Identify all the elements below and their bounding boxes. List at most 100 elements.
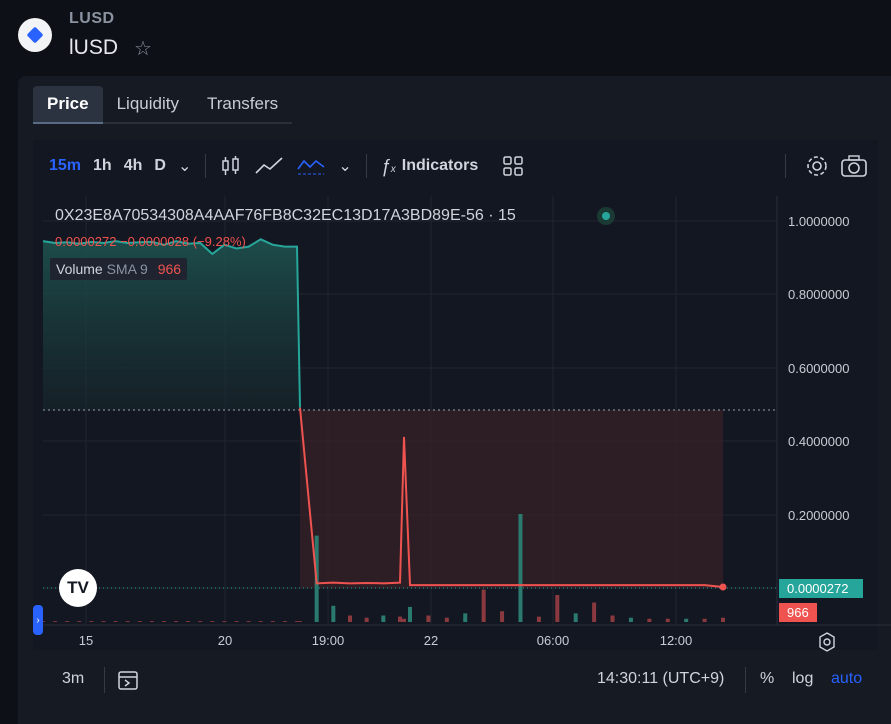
volume-bar xyxy=(295,621,299,622)
candles-icon[interactable] xyxy=(220,155,242,177)
x-tick-label: 22 xyxy=(424,633,438,648)
range-button[interactable]: 3m xyxy=(62,670,85,687)
volume-bar xyxy=(702,618,707,622)
tradingview-logo[interactable]: TV xyxy=(59,569,97,607)
percent-toggle[interactable]: % xyxy=(760,670,775,687)
volume-bar xyxy=(137,621,142,622)
token-symbol: LUSD xyxy=(69,10,115,27)
volume-bar xyxy=(270,621,275,622)
tab-price[interactable]: Price xyxy=(33,86,103,124)
indicators-button[interactable]: Indicators xyxy=(401,157,479,174)
volume-bar xyxy=(234,621,239,622)
auto-toggle[interactable]: auto xyxy=(831,670,863,687)
token-name: lUSD xyxy=(69,36,119,59)
y-tick-label: 0.6000000 xyxy=(788,361,849,376)
y-tick-label: 0.8000000 xyxy=(788,287,849,302)
volume-bar xyxy=(408,606,412,622)
price-change-legend: 0.0000272 −0.0000028 (−9.28%) xyxy=(55,234,246,249)
pair-legend: 0X23E8A70534308A4AAF76FB8C32EC13D17A3BD8… xyxy=(55,207,516,224)
volume-bar xyxy=(555,595,560,622)
volume-tag: 966 xyxy=(779,603,817,622)
x-tick-label: 20 xyxy=(218,633,232,648)
camera-icon[interactable] xyxy=(840,154,868,178)
area-chart-icon[interactable] xyxy=(296,155,326,177)
price-line-up xyxy=(42,238,301,408)
tab-liquidity[interactable]: Liquidity xyxy=(116,94,179,113)
area-fill-down xyxy=(300,410,723,588)
timeframe-d[interactable]: D xyxy=(154,157,166,174)
expand-panel-handle[interactable]: › xyxy=(33,605,43,635)
y-tick-label: 0.4000000 xyxy=(788,434,849,449)
chart-toolbar: 15m 1h 4h D ⌄ ⌄ ƒx Indicators xyxy=(33,148,878,184)
volume-bar xyxy=(298,621,302,622)
volume-bar xyxy=(402,618,406,622)
volume-legend[interactable]: Volume SMA 9 966 xyxy=(50,258,188,280)
timeframe-15m[interactable]: 15m xyxy=(49,157,82,174)
divider xyxy=(205,154,207,178)
volume-bar xyxy=(186,621,191,622)
token-logo xyxy=(18,18,52,52)
star-icon[interactable]: ☆ xyxy=(134,38,152,60)
volume-bar xyxy=(161,621,166,622)
volume-value: 966 xyxy=(157,261,182,277)
volume-bar xyxy=(149,621,154,622)
volume-bar xyxy=(628,617,633,622)
volume-bar xyxy=(647,618,652,622)
function-icon[interactable]: ƒx xyxy=(380,155,396,176)
volume-bar xyxy=(53,621,58,622)
settings-icon[interactable] xyxy=(817,632,837,652)
clock-timezone[interactable]: 14:30:11 (UTC+9) xyxy=(597,670,725,687)
volume-bar xyxy=(665,618,670,622)
volume-bar xyxy=(500,611,505,622)
y-axis-ticks: 1.0000000 0.8000000 0.6000000 0.4000000 0.20… xyxy=(788,214,849,523)
volume-bar xyxy=(65,621,70,622)
volume-bar xyxy=(113,621,118,622)
volume-bar xyxy=(721,617,725,622)
last-price-dot xyxy=(719,583,727,591)
volume-bar xyxy=(481,589,486,622)
log-toggle[interactable]: log xyxy=(792,670,814,687)
y-tick-label: 1.0000000 xyxy=(788,214,849,229)
x-tick-label: 06:00 xyxy=(537,633,570,648)
volume-bar xyxy=(444,617,449,622)
volume-bar xyxy=(463,613,468,622)
status-dot-icon xyxy=(597,207,615,225)
timeframe-1h[interactable]: 1h xyxy=(93,157,112,174)
divider xyxy=(365,154,367,178)
volume-bar xyxy=(348,615,352,622)
volume-bar xyxy=(536,616,541,622)
volume-bar xyxy=(573,613,578,622)
layout-grid-icon[interactable] xyxy=(502,155,524,177)
volume-bar xyxy=(381,615,386,622)
tab-bar: Price Liquidity Transfers xyxy=(33,86,293,124)
divider xyxy=(745,667,746,693)
volume-bar xyxy=(101,621,106,622)
x-axis-ticks: 15 20 19:00 22 06:00 12:00 xyxy=(79,633,693,648)
line-chart-icon[interactable] xyxy=(254,155,284,177)
y-tick-label: 0.2000000 xyxy=(788,508,849,523)
chevron-down-icon[interactable]: ⌄ xyxy=(338,158,352,175)
volume-bar xyxy=(331,605,336,622)
volume-bar xyxy=(282,621,287,622)
settings-gear-icon[interactable] xyxy=(804,153,830,179)
divider xyxy=(104,667,105,693)
area-fill-up xyxy=(43,239,300,410)
x-tick-label: 12:00 xyxy=(660,633,693,648)
tab-transfers[interactable]: Transfers xyxy=(206,94,279,113)
volume-bar xyxy=(364,617,369,622)
calendar-goto-icon[interactable] xyxy=(116,668,140,692)
volume-bar xyxy=(426,615,431,622)
timeframe-4h[interactable]: 4h xyxy=(123,157,143,174)
chevron-down-icon[interactable]: ⌄ xyxy=(177,158,192,175)
x-tick-label: 19:00 xyxy=(312,633,345,648)
last-price-tag: 0.0000272 xyxy=(779,579,863,598)
volume-bar xyxy=(258,621,263,622)
volume-bar xyxy=(398,616,402,622)
divider xyxy=(785,154,786,178)
sma-label: SMA 9 xyxy=(106,261,148,277)
volume-bar xyxy=(684,618,689,622)
volume-label: Volume xyxy=(56,261,103,277)
volume-bar xyxy=(125,621,130,622)
volume-bar xyxy=(174,621,179,622)
